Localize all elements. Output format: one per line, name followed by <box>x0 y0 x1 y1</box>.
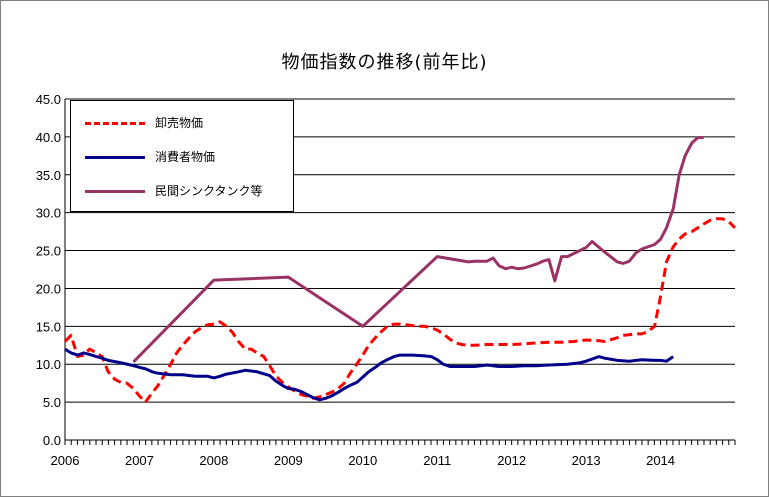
legend: 卸売物価 消費者物価 民間シンクタンク等 <box>70 100 294 212</box>
x-tick-label: 2010 <box>348 453 377 468</box>
series-private-line <box>132 136 704 363</box>
y-tick-label: 35.0 <box>36 168 61 183</box>
x-tick-label: 2006 <box>51 453 80 468</box>
y-tick-label: 30.0 <box>36 206 61 221</box>
x-tick-label: 2008 <box>199 453 228 468</box>
y-tick-label: 10.0 <box>36 357 61 372</box>
x-tick-label: 2007 <box>125 453 154 468</box>
y-tick-label: 0.0 <box>43 433 61 448</box>
legend-item-wholesale: 卸売物価 <box>71 113 293 133</box>
legend-item-private: 民間シンクタンク等 <box>71 181 293 201</box>
legend-swatch-private <box>85 190 145 193</box>
legend-label-private: 民間シンクタンク等 <box>155 184 263 198</box>
legend-swatch-consumer <box>85 156 145 159</box>
legend-label-consumer: 消費者物価 <box>155 150 216 164</box>
x-tick-label: 2012 <box>497 453 526 468</box>
legend-item-consumer: 消費者物価 <box>71 147 293 167</box>
series-consumer-line <box>64 347 675 402</box>
legend-swatch-wholesale <box>85 122 145 125</box>
series-wholesale-line <box>63 217 737 404</box>
y-tick-label: 40.0 <box>36 130 61 145</box>
y-tick-label: 5.0 <box>43 395 61 410</box>
x-tick-label: 2014 <box>646 453 675 468</box>
y-tick-label: 20.0 <box>36 281 61 296</box>
y-tick-label: 25.0 <box>36 244 61 259</box>
x-tick-label: 2009 <box>274 453 303 468</box>
legend-label-wholesale: 卸売物価 <box>155 116 204 130</box>
chart-title: 物価指数の推移(前年比) <box>281 52 488 73</box>
y-tick-label: 45.0 <box>36 92 61 107</box>
y-tick-label: 15.0 <box>36 319 61 334</box>
x-tick-label: 2013 <box>572 453 601 468</box>
x-tick-label: 2011 <box>423 453 451 468</box>
